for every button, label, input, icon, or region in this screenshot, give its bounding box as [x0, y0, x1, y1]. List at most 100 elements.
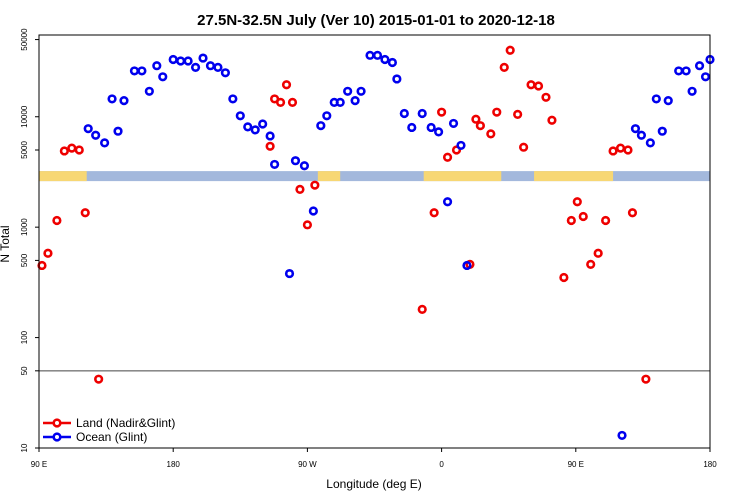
ocean-point	[213, 62, 223, 72]
land-point	[310, 180, 320, 190]
land-point	[578, 211, 588, 222]
land-point	[275, 97, 286, 107]
land-point	[533, 81, 544, 91]
ocean-point	[198, 53, 208, 63]
land-point	[475, 121, 485, 131]
y-tick-label: 10000	[20, 105, 29, 128]
ocean-point	[258, 119, 268, 129]
land-point	[67, 143, 77, 153]
legend-label: Land (Nadir&Glint)	[76, 416, 175, 430]
land-point	[547, 115, 557, 125]
ocean-point	[417, 108, 427, 119]
ocean-point	[434, 127, 444, 137]
ocean-point	[350, 96, 360, 106]
legend: Land (Nadir&Glint)Ocean (Glint)	[43, 416, 175, 444]
land-point	[593, 248, 603, 258]
ocean-point	[372, 50, 383, 60]
ocean-point	[674, 66, 684, 76]
land-point	[572, 197, 582, 207]
ocean-point	[617, 430, 627, 441]
x-tick-label: 180	[167, 460, 181, 469]
land-point	[471, 114, 481, 124]
ocean-point	[687, 86, 697, 96]
ocean-point	[442, 197, 453, 207]
legend-label: Ocean (Glint)	[76, 430, 147, 444]
land-point	[94, 374, 104, 384]
ocean-point	[387, 57, 397, 68]
ocean-point	[365, 50, 375, 60]
land-point	[52, 215, 62, 226]
ocean-point	[681, 66, 691, 76]
x-tick-label: 90 W	[298, 460, 317, 469]
ocean-point	[250, 125, 260, 135]
ocean-point	[663, 96, 673, 106]
ocean-point	[91, 130, 101, 140]
ocean-point	[243, 122, 253, 132]
ocean-point	[83, 124, 93, 134]
land-point	[623, 145, 633, 155]
ocean-point	[144, 86, 154, 96]
x-tick-label: 0	[439, 460, 444, 469]
ocean-point	[356, 86, 366, 96]
y-tick-label: 5000	[20, 141, 29, 159]
y-tick-label: 50	[20, 366, 29, 375]
land-point	[526, 80, 536, 90]
axes: 90 E 180 90 W 0 90 E 180 10 50 100 500 1000 5000 100…	[20, 28, 717, 469]
land-point	[429, 208, 439, 218]
ocean-point	[407, 122, 417, 133]
ocean-point	[284, 268, 295, 279]
plot-area	[37, 45, 715, 441]
ocean-point	[694, 61, 705, 71]
land-point	[505, 45, 515, 55]
land-point	[437, 107, 447, 117]
land-point	[519, 142, 529, 152]
land-band-segment	[317, 171, 341, 182]
ocean-point	[100, 138, 110, 148]
ocean-point	[630, 124, 641, 134]
x-tick-label: 90 E	[568, 460, 584, 469]
ocean-point	[183, 56, 193, 66]
land-point	[641, 374, 651, 384]
land-point	[442, 152, 453, 162]
ocean-point	[308, 206, 318, 216]
land-point	[287, 97, 298, 107]
ocean-point	[456, 140, 466, 151]
land-point	[586, 259, 596, 270]
legend-marker	[52, 418, 62, 428]
chart-title: 27.5N-32.5N July (Ver 10) 2015-01-01 to …	[197, 12, 555, 29]
ocean-point	[290, 156, 301, 166]
land-point	[627, 208, 638, 218]
land-band-segment	[423, 171, 502, 182]
ocean-point	[462, 260, 472, 271]
land-point	[541, 92, 551, 102]
ocean-point	[316, 121, 326, 131]
ocean-point	[426, 122, 436, 133]
ocean-point	[190, 62, 201, 72]
ocean-point	[158, 72, 168, 82]
ocean-point	[380, 54, 390, 65]
land-point	[513, 109, 523, 120]
ocean-point	[119, 96, 129, 106]
y-tick-label: 50000	[20, 28, 29, 51]
ocean-point	[107, 94, 117, 104]
y-tick-label: 10	[20, 443, 29, 452]
ocean-point	[335, 97, 345, 107]
ocean-point	[322, 111, 332, 121]
land-point	[37, 260, 47, 271]
land-point	[499, 62, 509, 72]
ocean-point	[343, 86, 353, 96]
ocean-point	[651, 94, 661, 104]
land-point	[615, 143, 626, 153]
legend-marker	[52, 432, 62, 442]
land-point	[59, 146, 69, 156]
land-point	[492, 107, 502, 117]
plot-frame	[38, 34, 711, 449]
land-point	[601, 215, 611, 226]
land-point	[74, 145, 84, 155]
ocean-point	[299, 161, 310, 171]
land-point	[265, 141, 275, 151]
y-tick-label: 1000	[20, 218, 29, 236]
y-axis-label: N Total	[0, 225, 12, 262]
land-point	[608, 146, 618, 156]
ocean-point	[168, 54, 178, 65]
